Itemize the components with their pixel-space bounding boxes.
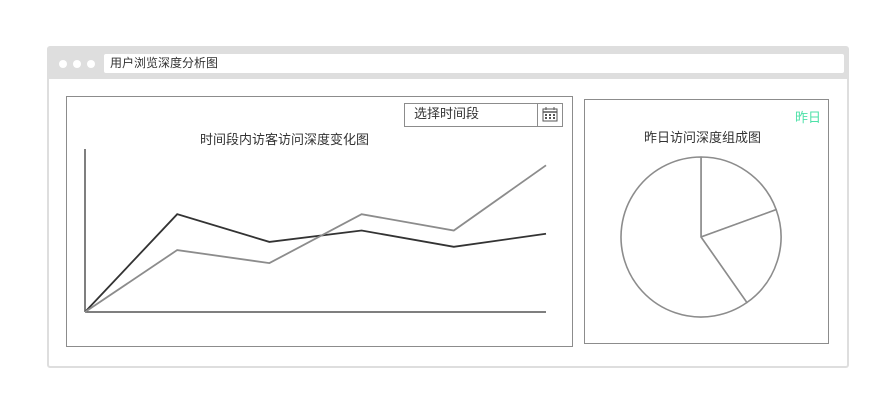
yesterday-badge[interactable]: 昨日	[794, 111, 821, 126]
pie-slice-3	[620, 156, 748, 318]
window-dot-icon[interactable]	[73, 60, 81, 68]
window-dot-icon[interactable]	[87, 60, 95, 68]
pie-chart	[620, 156, 782, 318]
time-range-select-label: 选择时间段	[414, 107, 480, 122]
title-bar: 用户浏览深度分析图	[49, 48, 847, 79]
line-chart-panel: 选择时间段 时间段内访客访问深度变化图	[66, 96, 573, 347]
pie-slice-1	[700, 156, 777, 238]
series-line-2	[84, 164, 547, 313]
pie-chart-title: 昨日访问深度组成图	[643, 131, 761, 146]
series-line-1	[84, 213, 547, 313]
window-dot-icon[interactable]	[59, 60, 67, 68]
address-bar[interactable]: 用户浏览深度分析图	[104, 54, 844, 73]
pie-chart-panel: 昨日 昨日访问深度组成图	[584, 99, 829, 344]
calendar-icon	[542, 107, 558, 122]
line-chart-title: 时间段内访客访问深度变化图	[199, 133, 369, 148]
calendar-button[interactable]	[537, 104, 562, 126]
pie-slice-2	[700, 208, 782, 304]
line-chart	[84, 149, 547, 313]
time-range-select[interactable]: 选择时间段	[404, 103, 563, 127]
